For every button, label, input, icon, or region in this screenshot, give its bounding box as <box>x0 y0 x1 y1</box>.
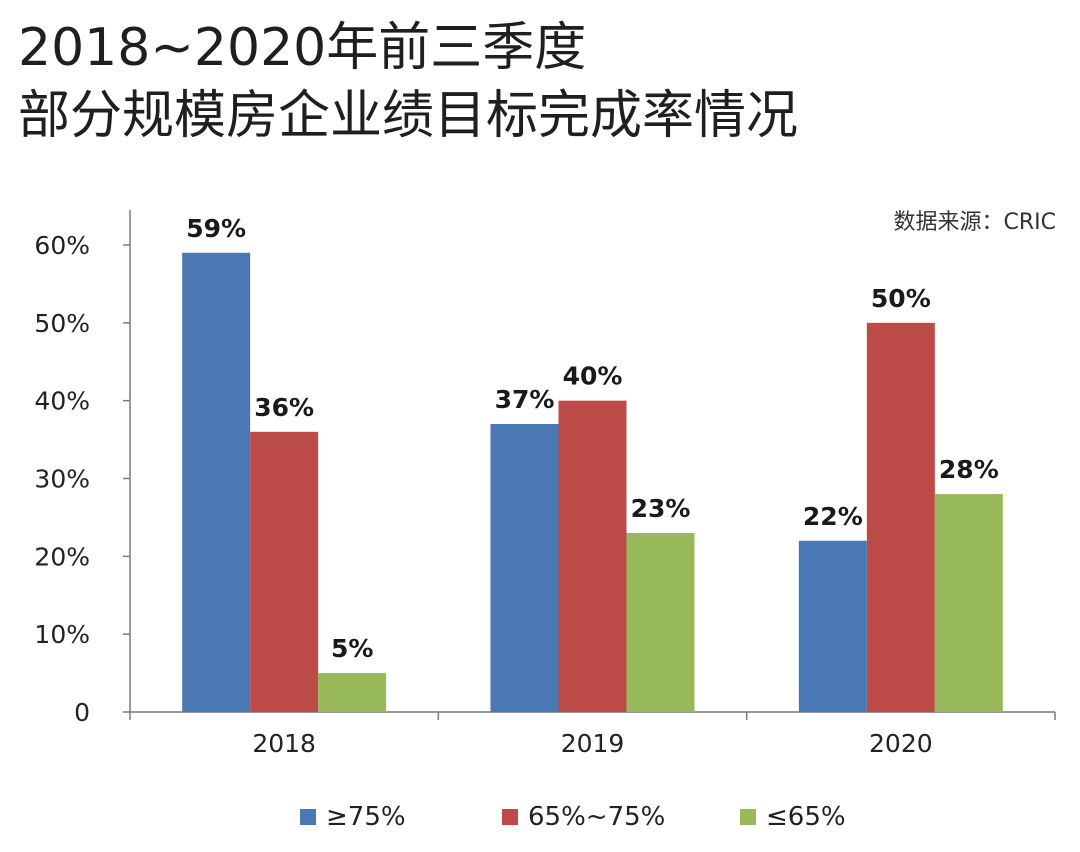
chart-title-line-1: 2018~2020年前三季度 <box>18 18 587 78</box>
bar <box>866 322 935 712</box>
y-tick-label: 30% <box>34 465 90 494</box>
y-tick-label: 0 <box>74 698 90 727</box>
bar <box>250 431 319 712</box>
y-tick-label: 20% <box>34 542 90 571</box>
bar <box>558 400 627 712</box>
data-label: 36% <box>254 393 314 422</box>
bar <box>934 494 1003 712</box>
legend-swatch <box>502 809 518 825</box>
chart-legend: ≥75% 65%~75% ≤65% <box>0 802 1080 838</box>
x-tick-label: 2018 <box>252 729 316 758</box>
bar <box>182 252 251 713</box>
data-label: 23% <box>631 494 691 523</box>
y-tick-label: 10% <box>34 620 90 649</box>
legend-label: 65%~75% <box>528 802 666 832</box>
bar <box>798 540 867 712</box>
data-label: 28% <box>939 455 999 484</box>
legend-label: ≤65% <box>766 802 846 832</box>
data-source-note: 数据来源：CRIC <box>893 210 1057 235</box>
legend-item: ≥75% <box>300 802 406 832</box>
legend-swatch <box>740 809 756 825</box>
y-tick-label: 60% <box>34 231 90 260</box>
bar <box>318 673 387 712</box>
legend-item: ≤65% <box>740 802 846 832</box>
chart-title-line-2: 部分规模房企业绩目标完成率情况 <box>18 86 799 146</box>
legend-label: ≥75% <box>326 802 406 832</box>
bar <box>626 532 695 712</box>
chart-title: 2018~2020年前三季度 部分规模房企业绩目标完成率情况 <box>18 14 798 150</box>
data-label: 22% <box>803 502 863 531</box>
x-tick-label: 2020 <box>869 729 933 758</box>
data-label: 37% <box>495 385 555 414</box>
x-tick-label: 2019 <box>561 729 625 758</box>
y-tick-label: 50% <box>34 309 90 338</box>
data-label: 50% <box>871 284 931 313</box>
data-label: 59% <box>186 214 246 243</box>
bar <box>490 424 559 712</box>
data-label: 40% <box>563 362 623 391</box>
y-tick-label: 40% <box>34 387 90 416</box>
data-label: 5% <box>331 634 373 663</box>
legend-swatch <box>300 809 316 825</box>
legend-item: 65%~75% <box>502 802 665 832</box>
